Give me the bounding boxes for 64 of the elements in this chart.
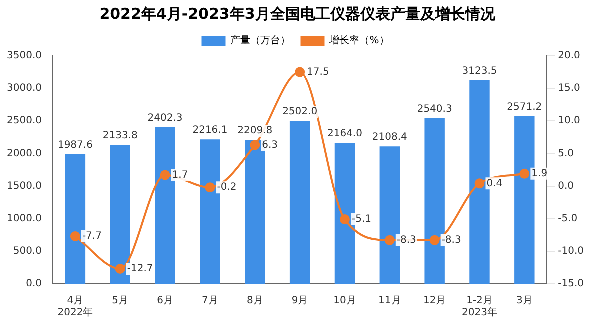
data-label: 1.7 [172,170,188,181]
y2-tick-label: 15.0 [558,83,580,94]
data-label: -8.3 [442,234,462,246]
chart-title: 2022年4月-2023年3月全国电工仪器仪表产量及增长情况 [98,4,496,25]
y-tick-label: 3500.0 [6,50,42,62]
y2-tick-label: -15.0 [558,278,584,290]
point [160,170,170,180]
y2-tick-label: 20.0 [558,50,580,62]
data-label: -8.3 [396,234,416,246]
x-tick-label: 11月 [378,296,402,307]
legend-label: 增长率（%） [328,34,390,47]
data-label: 2164.0 [327,128,362,140]
data-label: 2571.2 [507,102,542,114]
data-label: 1.9 [532,168,548,180]
y-tick-label: 500.0 [13,246,42,258]
data-label: 2502.0 [282,106,318,118]
y-tick-label: 2500.0 [6,116,42,127]
x-tick-label: 1-2月 2023年 [462,296,498,319]
data-label: -12.7 [127,264,154,275]
data-label: -0.2 [217,182,237,194]
point [70,231,80,242]
point [115,264,126,274]
y-tick-label: 1500.0 [6,180,42,192]
point [384,235,395,246]
y-tick-label: 3000.0 [6,83,42,94]
point [474,178,485,189]
y2-tick-label: 10.0 [558,116,580,127]
point [295,67,306,78]
point [250,140,260,150]
x-tick-label: 5月 [112,296,129,307]
x-tick-label: 4月 2022年 [58,296,94,319]
data-label: 2402.3 [148,113,183,124]
data-label: 2216.1 [192,125,228,136]
y2-tick-label: -5.0 [558,213,578,224]
data-label: 2209.8 [238,126,273,137]
bar [290,121,310,284]
point [205,182,216,193]
y-tick-label: 0.0 [26,278,42,290]
x-tick-label: 7月 [202,296,218,307]
point [430,235,440,246]
x-tick-label: 8月 [246,296,264,307]
y-tick-label: 1000.0 [6,213,42,224]
data-label: -7.7 [82,231,102,242]
data-label: -5.1 [352,214,372,226]
point [340,214,350,225]
x-tick-label: 10月 [334,296,356,307]
data-label: 1987.6 [58,140,93,152]
x-tick-label: 6月 [157,296,174,307]
y2-tick-label: 0.0 [558,180,574,192]
x-tick-label: 3月 [516,296,533,307]
y2-tick-label: 5.0 [558,148,574,160]
y2-tick-label: -10.0 [558,246,584,258]
legend-label: 产量（万台） [230,34,291,47]
data-label: 2540.3 [417,104,452,116]
data-label: 2108.4 [372,132,408,144]
data-label: 6.3 [262,140,278,151]
data-label: 3123.5 [462,66,498,78]
y-tick-label: 2000.0 [6,148,42,160]
point [520,168,530,179]
data-label: 0.4 [486,178,503,190]
data-label: 2133.8 [102,130,138,142]
data-label: 17.5 [307,66,330,78]
x-tick-label: 9月 [292,296,308,307]
x-tick-label: 12月 [423,296,446,307]
